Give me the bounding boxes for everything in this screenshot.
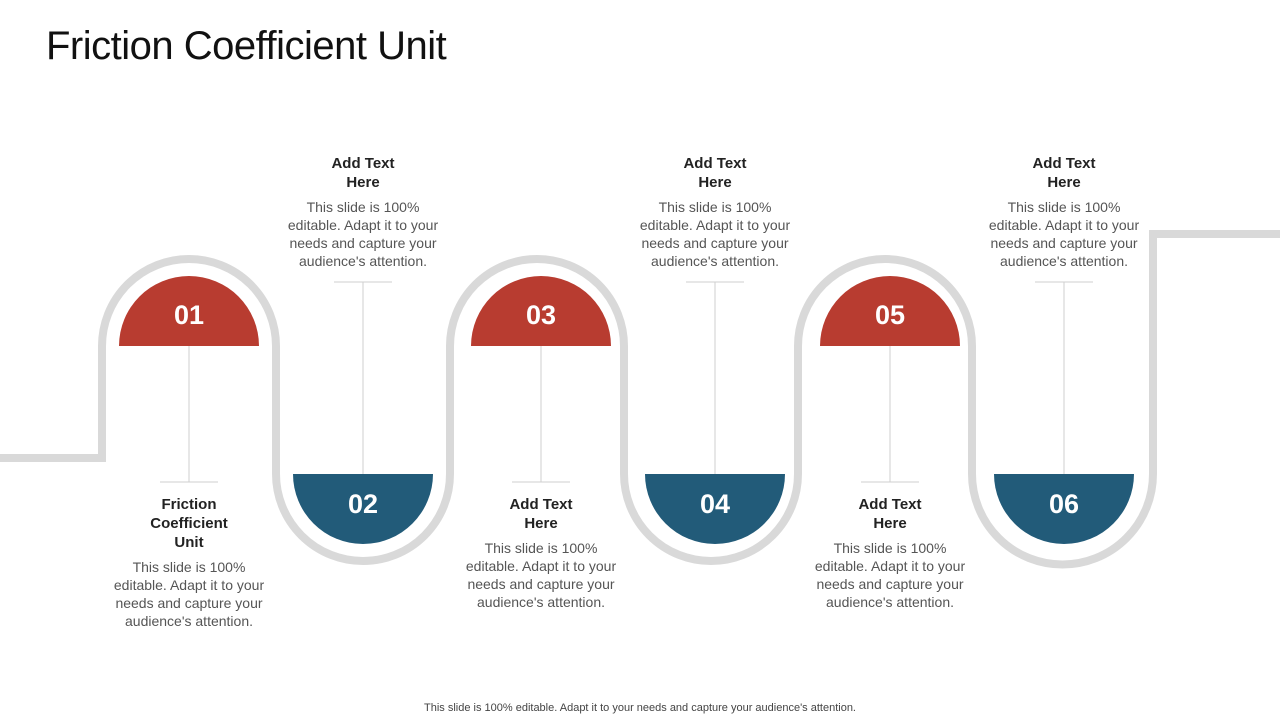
step-06-body: This slide is 100% editable. Adapt it to… [988,199,1140,269]
step-04-text: Add Text Here This slide is 100% editabl… [620,154,810,270]
wave-track [0,230,1280,569]
step-06-number: 06 [1048,489,1080,519]
page-title: Friction Coefficient Unit [46,24,447,68]
step-05-number: 05 [874,300,906,330]
step-05-text: Add Text Here This slide is 100% editabl… [795,495,985,611]
step-05-heading: Add Text Here [858,496,922,532]
step-03-marker [471,276,611,346]
step-02-text: Add Text Here This slide is 100% editabl… [268,154,458,270]
connector-lines [160,281,1093,483]
step-03-heading: Add Text Here [509,496,573,532]
step-01-number: 01 [173,300,205,330]
step-05-marker [820,276,960,346]
footer-note: This slide is 100% editable. Adapt it to… [424,702,856,714]
step-04-body: This slide is 100% editable. Adapt it to… [639,199,791,269]
step-04-marker [645,474,785,544]
step-04-heading: Add Text Here [683,155,747,191]
step-02-marker [293,474,433,544]
step-03-number: 03 [525,300,557,330]
step-01-body: This slide is 100% editable. Adapt it to… [113,559,265,629]
step-03-body: This slide is 100% editable. Adapt it to… [465,540,617,610]
step-01-marker [119,276,259,346]
step-04-number: 04 [699,489,731,519]
step-06-text: Add Text Here This slide is 100% editabl… [969,154,1159,270]
step-01-text: Friction Coefficient Unit This slide is … [94,495,284,630]
step-06-marker [994,474,1134,544]
step-03-text: Add Text Here This slide is 100% editabl… [446,495,636,611]
step-02-body: This slide is 100% editable. Adapt it to… [287,199,439,269]
step-06-heading: Add Text Here [1032,155,1096,191]
step-01-heading: Friction Coefficient Unit [150,496,228,551]
step-05-body: This slide is 100% editable. Adapt it to… [814,540,966,610]
step-02-heading: Add Text Here [331,155,395,191]
step-02-number: 02 [347,489,379,519]
